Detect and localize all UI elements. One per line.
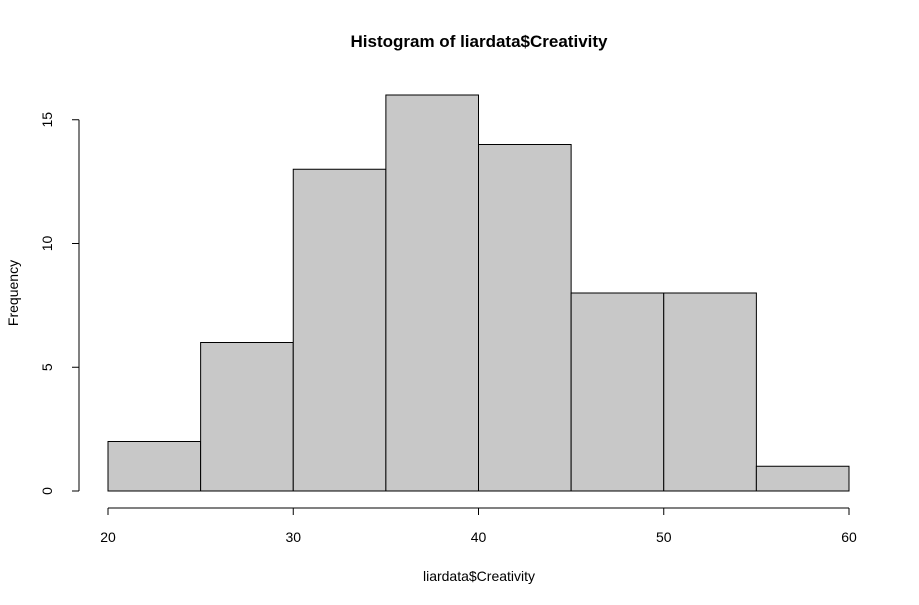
y-axis-label: Frequency — [5, 260, 21, 326]
bars-group — [107, 94, 850, 492]
bar-25-30 — [200, 342, 294, 492]
bar-50-55 — [663, 292, 757, 492]
bar-30-35 — [292, 168, 387, 492]
x-tick-label-40: 40 — [471, 529, 487, 545]
y-tick-label-10: 10 — [39, 236, 55, 252]
y-tick-label-0: 0 — [39, 487, 55, 495]
bar-20-25 — [107, 441, 202, 492]
x-tick-label-30: 30 — [285, 529, 301, 545]
x-axis: 20 30 40 50 60 — [100, 507, 857, 545]
x-tick-label-50: 50 — [656, 529, 672, 545]
x-tick-label-20: 20 — [100, 529, 116, 545]
y-tick-label-15: 15 — [39, 112, 55, 128]
x-tick-label-60: 60 — [841, 529, 857, 545]
bar-35-40 — [385, 94, 479, 492]
bar-45-50 — [570, 292, 665, 492]
y-axis: 0 5 10 15 — [39, 112, 80, 495]
x-axis-label: liardata$Creativity — [423, 568, 535, 584]
y-tick-label-5: 5 — [39, 363, 55, 371]
bar-55-60 — [755, 465, 850, 492]
chart-title: Histogram of liardata$Creativity — [351, 32, 609, 51]
bar-40-45 — [478, 144, 572, 492]
